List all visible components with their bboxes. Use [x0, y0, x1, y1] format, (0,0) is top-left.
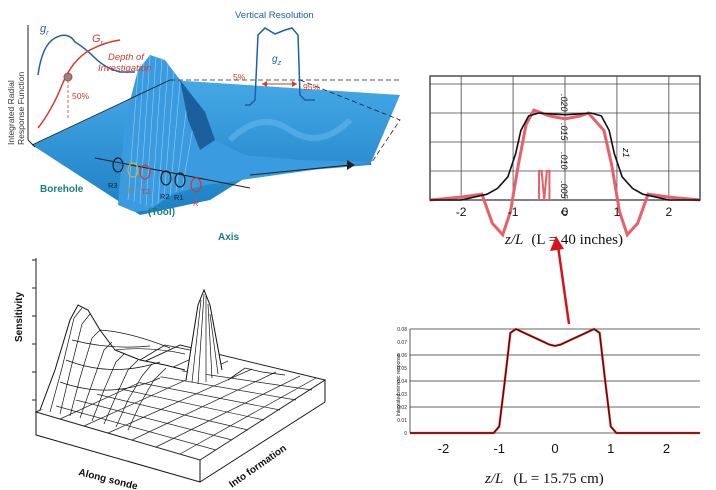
- coil-r3: [112, 157, 124, 173]
- connecting-arrow: [550, 236, 571, 325]
- radial-response-svg: Integrated Radial Response Function gr G…: [6, 10, 401, 243]
- into-formation-label: Into formation: [227, 443, 288, 490]
- pct-95-label: 95%: [303, 82, 320, 92]
- response-chart-40in: .020.015.010.005 0 -2 -1 0 1 2 z1 z/L (L = 40 …: [400, 68, 710, 250]
- chart-br-series: [410, 327, 700, 435]
- pct-50-label: 50%: [72, 91, 89, 101]
- intrinsic-response-chart: Integrated intrinsic response 0.08 0.07 0.…: [380, 315, 716, 490]
- coil-t2: [139, 164, 151, 180]
- radial-response-diagram: Integrated Radial Response Function gr G…: [0, 0, 420, 250]
- chart-br-ytick-label: 0.06: [397, 353, 407, 359]
- chart-br-xtick-label: 0: [551, 441, 558, 456]
- y-axis-label-1: Integrated Radial: [6, 80, 16, 145]
- chart-br-ytick-labels: 0.08 0.07 0.06 0.05 0.04 0.03 0.02 0.01 0: [397, 327, 407, 437]
- left-peak: [39, 304, 186, 411]
- tool-label: (Tool): [148, 207, 175, 218]
- gr-label: gr: [40, 23, 49, 37]
- chart-br-ytick-label: 0.03: [397, 392, 407, 398]
- chart-tr-ytick-label: 0: [559, 210, 569, 215]
- chart-tr-ytick-label: .010: [559, 152, 569, 170]
- sensitivity-label: Sensitivity: [14, 292, 25, 342]
- chart-br-ytick-label: 0.07: [397, 340, 407, 346]
- borehole-label: Borehole: [40, 184, 84, 195]
- chart-br-xtick-label: -2: [438, 441, 450, 456]
- t2-label: T2: [141, 187, 150, 196]
- coil-r1: [174, 172, 186, 188]
- vertical-resolution-label: Vertical Resolution: [235, 10, 314, 21]
- chart-br-ytick-label: 0.04: [397, 379, 407, 385]
- chart-br-xtick-label: 1: [607, 441, 614, 456]
- chart-tr-ytick-label: .020: [559, 94, 569, 112]
- sharp-spike: [185, 288, 223, 381]
- chart-br-ytick-label: 0.02: [397, 405, 407, 411]
- sensitivity-wireframe: Sensitivity Along son: [0, 250, 330, 490]
- r3-label: R3: [108, 181, 118, 190]
- pct-5-label: 5%: [233, 72, 246, 82]
- coil-r2: [160, 170, 172, 186]
- chart-br-xtick-label: -1: [493, 441, 505, 456]
- t1-label: T1: [126, 186, 135, 195]
- depth-label-1: Depth of: [108, 52, 145, 63]
- chart-br-series-black: [410, 328, 700, 434]
- arrow-head: [550, 236, 564, 251]
- chart-br-svg: Integrated intrinsic response 0.080.070.…: [396, 327, 700, 487]
- chart-br-xlabel: z/L (L = 15.75 cm): [484, 471, 604, 487]
- chart-br-ytick-label: 0.08: [397, 327, 407, 333]
- Gr-label: Gr: [92, 33, 104, 47]
- chart-tr-xtick-label: 2: [666, 205, 673, 219]
- chart-tr-series-black: [430, 112, 700, 201]
- chart-tr-series: [429, 108, 701, 238]
- sensitivity-svg: Sensitivity Along son: [14, 258, 327, 490]
- gr-curve: [37, 34, 135, 76]
- chart-br-xtick-labels: -2 -1 0 1 2: [438, 441, 670, 456]
- chart-tr-grid: [429, 75, 701, 201]
- chart-tr-ytick-label: .015: [559, 123, 569, 142]
- depth-label-2: Investigation: [98, 63, 151, 74]
- chart-tr-ytick-label: .005: [559, 181, 569, 200]
- chart-br-ytick-label: 0.01: [397, 418, 407, 424]
- chart-tr-xtick-label: -2: [456, 205, 467, 219]
- chart-tr-xtick-label: 0: [562, 205, 569, 219]
- curve-label-z1: z1: [621, 147, 631, 158]
- chart-br-ytick-label: 0.05: [397, 366, 407, 372]
- chart-br-xtick-label: 2: [663, 441, 670, 456]
- coil-tail: [190, 177, 202, 193]
- chart-br-grid: [409, 328, 700, 434]
- chart-tr-xtick-label: 1: [614, 205, 621, 219]
- r-tail-label: R: [193, 199, 199, 208]
- axis-label: Axis: [218, 232, 240, 243]
- y-axis-label-2: Response Function: [16, 71, 26, 145]
- chart-br-ylabel: Integrated intrinsic response: [396, 353, 402, 416]
- r1-label: R1: [174, 193, 184, 202]
- chart-br-ytick-label: 0: [404, 431, 407, 437]
- gz-curve: [245, 27, 315, 106]
- coil-t1: [127, 162, 139, 178]
- chart-tr-inner-spikes: [538, 170, 551, 201]
- along-sonde-label: Along sonde: [77, 467, 139, 490]
- chart-tr-series-pink: [429, 108, 701, 238]
- half-point-marker: [63, 72, 73, 82]
- chart-tr-xtick-label: -1: [508, 205, 519, 219]
- chart-tr-ytick-labels: .020 .015 .010 .005 0: [559, 94, 569, 215]
- gz-label: gz: [272, 54, 282, 67]
- chart-tr-xtick-labels: -2 -1 0 1 2: [456, 205, 673, 219]
- Gr-curve: [37, 39, 121, 129]
- r2-label: R2: [160, 192, 170, 201]
